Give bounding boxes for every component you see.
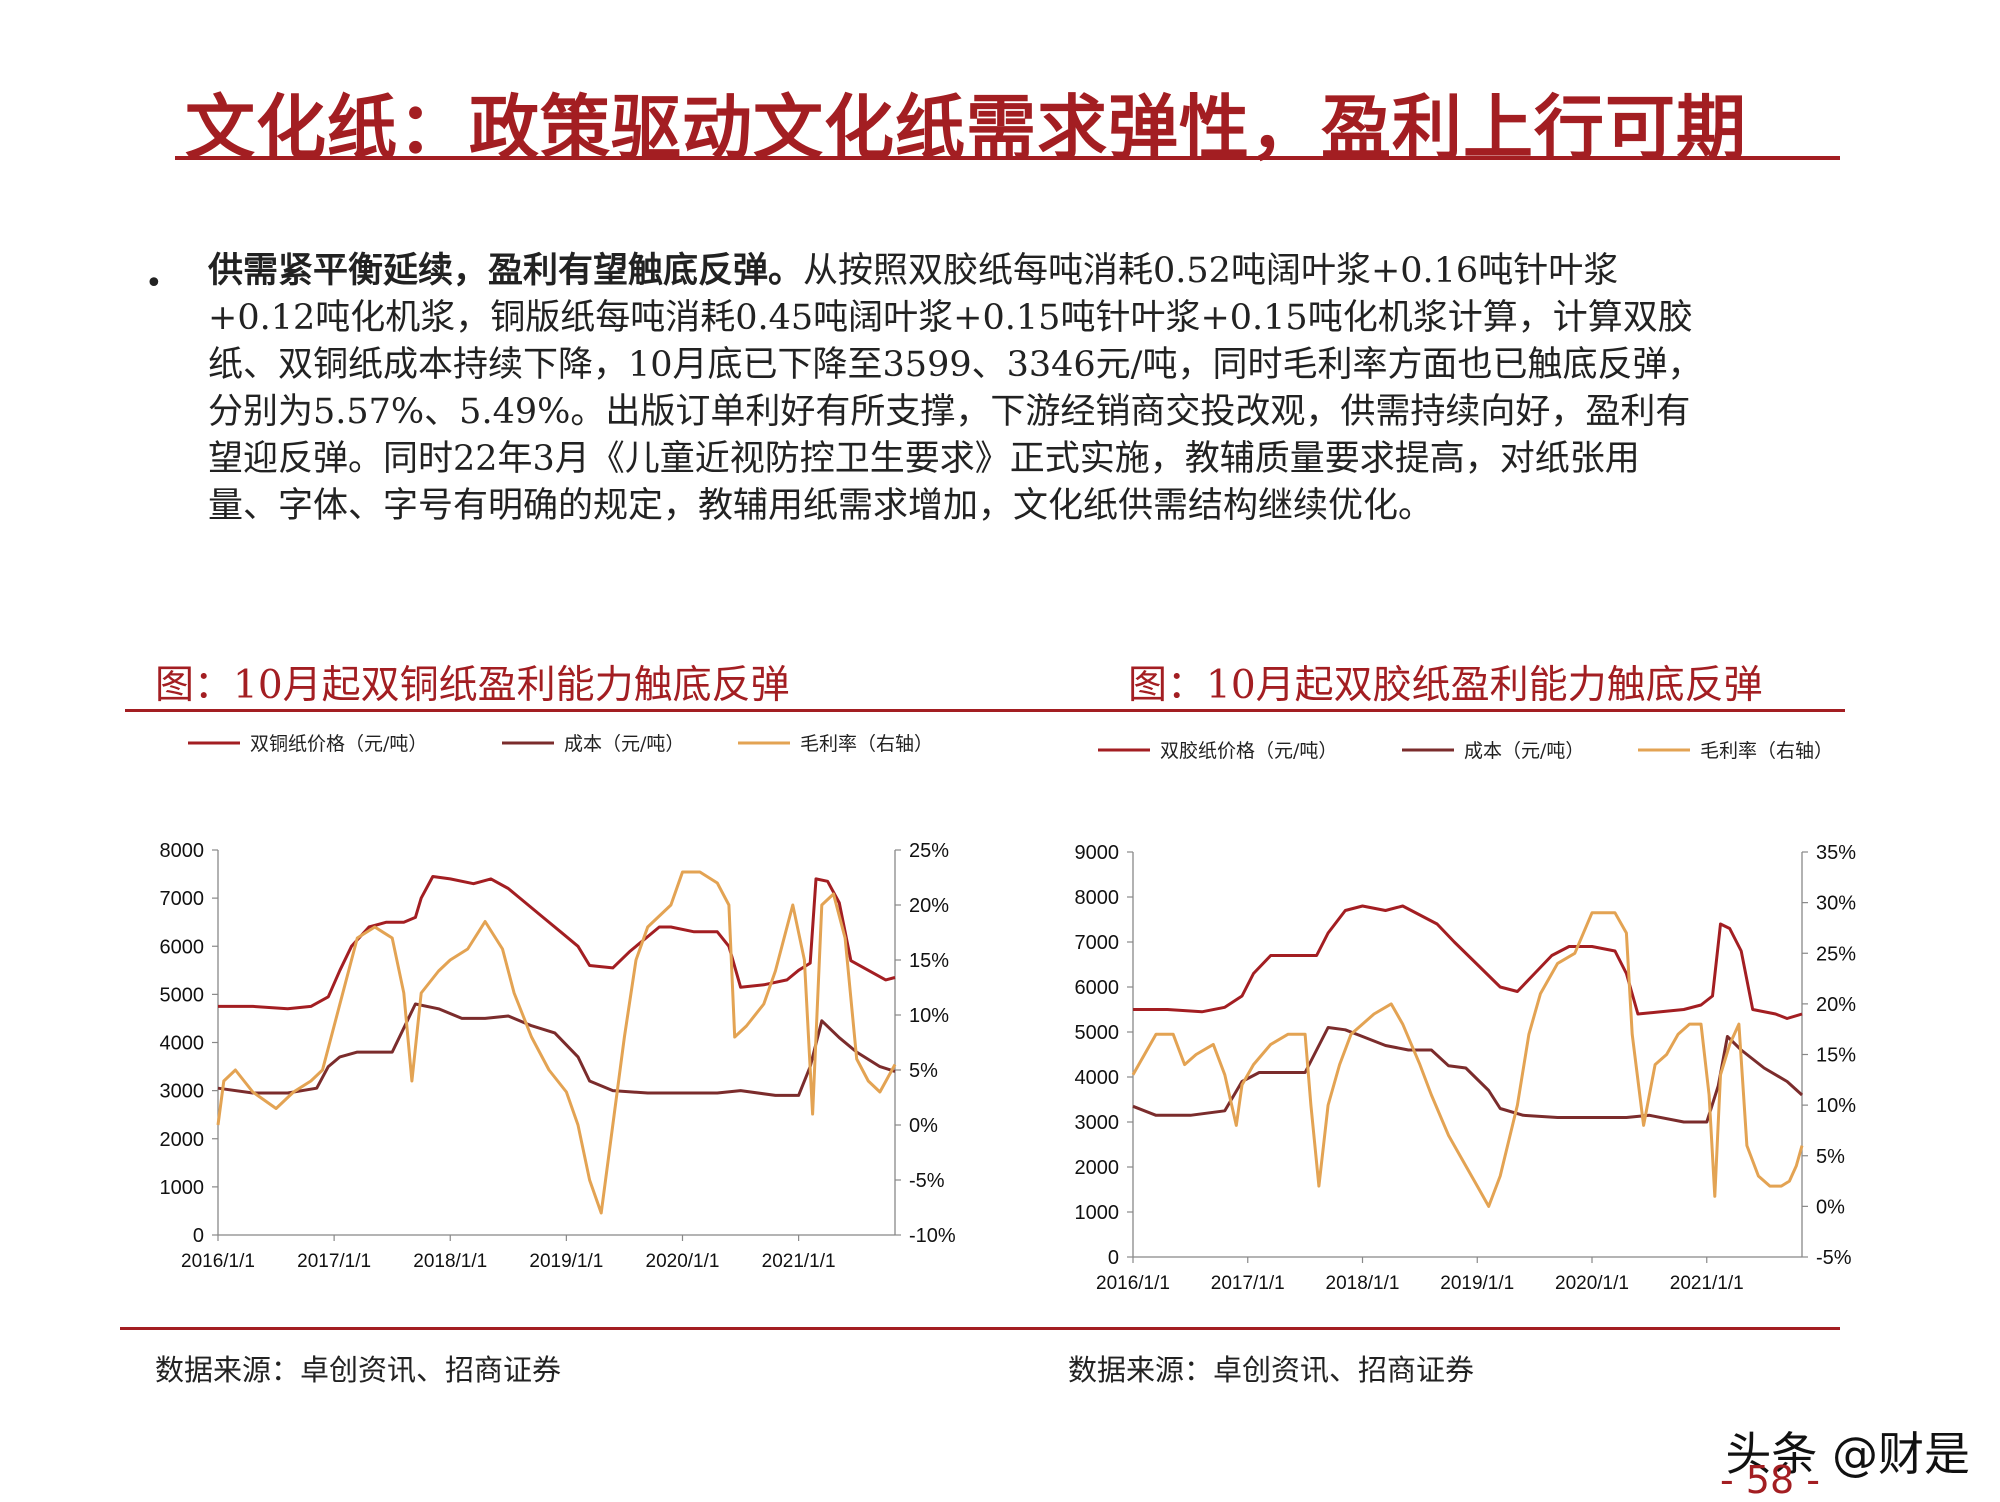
bullet-line-3: 纸、双铜纸成本持续下降，10月底已下降至3599、3346元/吨，同时毛利率方面… xyxy=(208,345,1703,385)
legend-label-2: 成本（元/吨） xyxy=(1464,740,1584,762)
legend-label-3: 毛利率（右轴） xyxy=(800,733,933,755)
bullet-line-2: +0.12吨化机浆，铜版纸每吨消耗0.45吨阔叶浆+0.15吨针叶浆+0.15吨… xyxy=(208,298,1693,338)
y-left-tick-label: 1000 xyxy=(1075,1202,1120,1224)
series-line-1 xyxy=(1133,904,1803,1020)
legend-label-2: 成本（元/吨） xyxy=(564,733,684,755)
bullet-icon: • xyxy=(145,266,163,301)
title-divider xyxy=(175,156,1840,160)
series-line-3 xyxy=(1131,911,1804,1208)
y-right-tick-label: 15% xyxy=(1816,1045,1856,1067)
figure-title-divider xyxy=(125,709,1845,712)
y-left-tick-label: 4000 xyxy=(160,1033,205,1055)
y-left-tick-label: 7000 xyxy=(160,888,205,910)
y-left-tick-label: 0 xyxy=(1108,1247,1119,1269)
y-right-tick-label: 10% xyxy=(1816,1095,1856,1117)
page-title: 文化纸：政策驱动文化纸需求弹性，盈利上行可期 xyxy=(185,87,1747,169)
chart-coated-paper: 双铜纸价格（元/吨） 成本（元/吨） 毛利率（右轴） 0 1000 2000 3000 400… xyxy=(160,733,956,1272)
y-left-tick-label: 7000 xyxy=(1075,932,1120,954)
y-right-tick-label: 0% xyxy=(1816,1196,1845,1218)
chart-2-title: 图：10月起双胶纸盈利能力触底反弹 xyxy=(1128,663,1763,708)
x-tick-label: 2018/1/1 xyxy=(1326,1273,1400,1294)
y-right-tick-label: -10% xyxy=(909,1225,956,1247)
y-left-tick-label: 8000 xyxy=(1075,887,1120,909)
chart-offset-paper: 双胶纸价格（元/吨） 成本（元/吨） 毛利率（右轴） 0 1000 2000 3000 400… xyxy=(1075,740,1857,1294)
x-tick-label: 2020/1/1 xyxy=(1555,1273,1629,1294)
y-left-tick-label: 0 xyxy=(193,1225,204,1247)
y-right-tick-label: 15% xyxy=(909,950,949,972)
y-left-tick-label: 5000 xyxy=(1075,1022,1120,1044)
y-left-tick-label: 6000 xyxy=(1075,977,1120,999)
y-right-tick-label: 30% xyxy=(1816,893,1856,915)
legend-label-1: 双铜纸价格（元/吨） xyxy=(250,733,427,755)
y-left-tick-label: 5000 xyxy=(160,984,205,1006)
y-right-tick-label: 5% xyxy=(1816,1146,1845,1168)
y-left-tick-label: 6000 xyxy=(160,936,205,958)
y-right-tick-label: 10% xyxy=(909,1005,949,1027)
x-tick-label: 2020/1/1 xyxy=(646,1251,720,1272)
y-left-tick-label: 9000 xyxy=(1075,842,1120,864)
bullet-line-6: 量、字体、字号有明确的规定，教辅用纸需求增加，文化纸供需结构继续优化。 xyxy=(208,486,1434,526)
bullet-lead: 供需紧平衡延续，盈利有望触底反弹。 xyxy=(208,251,804,291)
source-divider xyxy=(120,1327,1840,1330)
y-right-tick-label: -5% xyxy=(1816,1247,1852,1269)
y-left-tick-label: 3000 xyxy=(160,1081,205,1103)
bullet-line-4: 分别为5.57%、5.49%。出版订单利好有所支撑，下游经销商交投改观，供需持续… xyxy=(208,392,1691,432)
series-line-3 xyxy=(216,870,897,1215)
y-right-tick-label: -5% xyxy=(909,1170,945,1192)
x-tick-label: 2016/1/1 xyxy=(1096,1273,1170,1294)
x-tick-label: 2019/1/1 xyxy=(529,1251,603,1272)
series-line-2 xyxy=(217,1002,896,1097)
y-right-tick-label: 20% xyxy=(1816,994,1856,1016)
y-left-tick-label: 4000 xyxy=(1075,1067,1120,1089)
bullet-line-1: 从按照双胶纸每吨消耗0.52吨阔叶浆+0.16吨针叶浆 xyxy=(803,251,1619,291)
x-tick-label: 2021/1/1 xyxy=(1670,1273,1744,1294)
x-tick-label: 2019/1/1 xyxy=(1440,1273,1514,1294)
y-right-tick-label: 35% xyxy=(1816,842,1856,864)
chart-1-title: 图：10月起双铜纸盈利能力触底反弹 xyxy=(155,663,790,708)
chart-1-source: 数据来源：卓创资讯、招商证券 xyxy=(155,1353,562,1387)
y-right-tick-label: 0% xyxy=(909,1115,938,1137)
bullet-paragraph: 供需紧平衡延续，盈利有望触底反弹。从按照双胶纸每吨消耗0.52吨阔叶浆+0.16… xyxy=(208,248,1848,530)
y-left-tick-label: 2000 xyxy=(1075,1157,1120,1179)
x-tick-label: 2016/1/1 xyxy=(181,1251,255,1272)
y-left-tick-label: 2000 xyxy=(160,1129,205,1151)
legend-label-3: 毛利率（右轴） xyxy=(1700,740,1833,762)
x-tick-label: 2017/1/1 xyxy=(297,1251,371,1272)
y-right-tick-label: 25% xyxy=(909,840,949,862)
y-right-tick-label: 25% xyxy=(1816,943,1856,965)
bullet-line-5: 望迎反弹。同时22年3月《儿童近视防控卫生要求》正式实施，教辅质量要求提高，对纸… xyxy=(208,439,1640,479)
y-right-tick-label: 5% xyxy=(909,1060,938,1082)
x-tick-label: 2017/1/1 xyxy=(1211,1273,1285,1294)
legend-label-1: 双胶纸价格（元/吨） xyxy=(1160,740,1337,762)
x-tick-label: 2018/1/1 xyxy=(413,1251,487,1272)
x-tick-label: 2021/1/1 xyxy=(762,1251,836,1272)
chart-2-source: 数据来源：卓创资讯、招商证券 xyxy=(1068,1353,1475,1387)
y-left-tick-label: 1000 xyxy=(160,1177,205,1199)
y-left-tick-label: 8000 xyxy=(160,840,205,862)
watermark: 头条 @财是 xyxy=(1725,1427,1970,1481)
series-line-1 xyxy=(218,875,896,1011)
page-number: - 58 - xyxy=(1720,1458,1820,1502)
y-left-tick-label: 3000 xyxy=(1075,1112,1120,1134)
y-right-tick-label: 20% xyxy=(909,895,949,917)
series-line-2 xyxy=(1132,1026,1804,1124)
